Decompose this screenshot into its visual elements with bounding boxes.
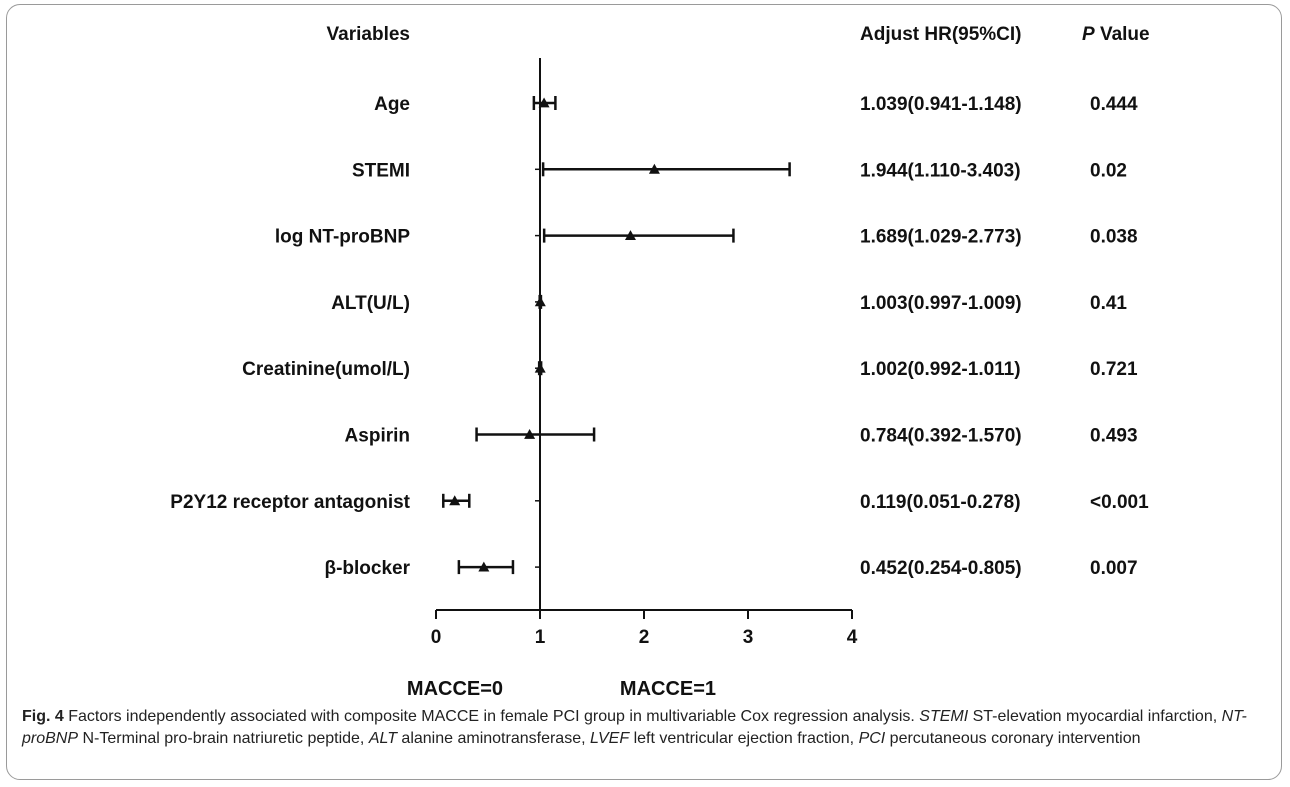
x-tick-label: 4 <box>847 627 858 648</box>
hr-point <box>524 429 536 439</box>
caption-abbr-alt: ALT <box>368 730 397 747</box>
row-hr-text: 1.689(1.029-2.773) <box>860 227 1022 248</box>
header-adjust-hr: Adjust HR(95%CI) <box>860 24 1022 45</box>
forest-row: Aspirin 0.784(0.392-1.570) 0.493 <box>345 426 1138 447</box>
row-hr-text: 1.944(1.110-3.403) <box>860 160 1021 181</box>
caption-abbr-stemi: STEMI <box>919 708 969 725</box>
forest-row: Age 1.039(0.941-1.148) 0.444 <box>374 94 1138 115</box>
forest-plot: Variables Adjust HR(95%CI) P Value Age 1.… <box>170 24 1150 700</box>
row-p-value: 0.444 <box>1090 94 1138 115</box>
row-hr-text: 1.039(0.941-1.148) <box>860 94 1022 115</box>
row-variable-label: Creatinine(umol/L) <box>242 359 410 380</box>
column-headers: Variables Adjust HR(95%CI) P Value <box>327 24 1150 45</box>
row-p-value: 0.02 <box>1090 160 1127 181</box>
row-variable-label: P2Y12 receptor antagonist <box>170 492 410 513</box>
row-p-value: 0.41 <box>1090 293 1127 314</box>
caption-abbr-lvef: LVEF <box>589 730 630 747</box>
caption-abbr-ntprobnp: NT-proBNP <box>22 708 1247 747</box>
forest-rows: Age 1.039(0.941-1.148) 0.444 STEMI 1.944(1.1… <box>170 94 1149 579</box>
row-variable-label: Aspirin <box>345 426 410 447</box>
row-hr-text: 0.784(0.392-1.570) <box>860 426 1022 447</box>
forest-row: β-blocker 0.452(0.254-0.805) 0.007 <box>324 558 1137 579</box>
x-tick-label: 2 <box>639 627 650 648</box>
label-macce-1: MACCE=1 <box>620 678 716 700</box>
hr-point <box>624 230 636 240</box>
hr-point <box>648 163 660 174</box>
row-hr-text: 1.003(0.997-1.009) <box>860 293 1022 314</box>
header-p-italic: P <box>1082 24 1095 45</box>
figure-caption: Fig. 4 Factors independently associated … <box>22 706 1272 750</box>
hr-point <box>538 97 550 108</box>
row-p-value: 0.493 <box>1090 426 1138 447</box>
label-macce-0: MACCE=0 <box>407 678 503 700</box>
forest-row: ALT(U/L) 1.003(0.997-1.009) 0.41 <box>331 293 1127 314</box>
caption-text-4: alanine aminotransferase, <box>396 730 590 747</box>
row-hr-text: 0.119(0.051-0.278) <box>860 492 1021 513</box>
caption-text-2: ST-elevation myocardial infarction, <box>968 708 1222 725</box>
x-axis-ticks: 0 1 2 3 4 <box>431 610 858 648</box>
caption-text-6: percutaneous coronary intervention <box>885 730 1141 747</box>
forest-row: P2Y12 receptor antagonist 0.119(0.051-0.2… <box>170 492 1149 513</box>
hr-point <box>449 495 461 506</box>
hr-point <box>478 561 490 572</box>
x-axis <box>436 58 852 611</box>
row-p-value: <0.001 <box>1090 492 1149 513</box>
caption-fig-label: Fig. 4 <box>22 708 64 725</box>
header-p-rest: Value <box>1095 24 1150 45</box>
header-variables: Variables <box>327 24 410 45</box>
row-variable-label: β-blocker <box>324 558 410 579</box>
caption-text-5: left ventricular ejection fraction, <box>629 730 859 747</box>
x-tick-label: 3 <box>743 627 754 648</box>
row-p-value: 0.721 <box>1090 359 1138 380</box>
row-variable-label: STEMI <box>352 160 410 181</box>
row-hr-text: 0.452(0.254-0.805) <box>860 558 1022 579</box>
forest-row: Creatinine(umol/L) 1.002(0.992-1.011) 0.72… <box>242 359 1138 380</box>
forest-row: STEMI 1.944(1.110-3.403) 0.02 <box>352 160 1127 181</box>
row-variable-label: log NT-proBNP <box>275 227 410 248</box>
caption-abbr-pci: PCI <box>858 730 886 747</box>
header-p-value: P Value <box>1082 24 1150 45</box>
forest-row: log NT-proBNP 1.689(1.029-2.773) 0.038 <box>275 227 1138 248</box>
row-variable-label: Age <box>374 94 410 115</box>
row-hr-text: 1.002(0.992-1.011) <box>860 359 1021 380</box>
x-tick-label: 1 <box>535 627 546 648</box>
row-p-value: 0.007 <box>1090 558 1138 579</box>
caption-text-3: N-Terminal pro-brain natriuretic peptide… <box>78 730 369 747</box>
caption-text-1: Factors independently associated with co… <box>63 708 920 725</box>
x-tick-label: 0 <box>431 627 442 648</box>
row-variable-label: ALT(U/L) <box>331 293 410 314</box>
row-p-value: 0.038 <box>1090 227 1138 248</box>
figure-frame <box>6 4 1282 780</box>
